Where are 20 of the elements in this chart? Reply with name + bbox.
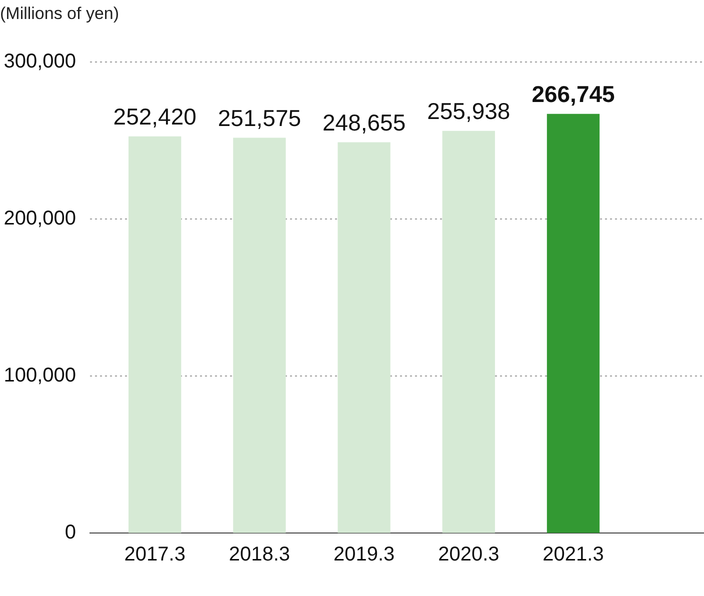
bar: [128, 136, 182, 533]
data-label: 266,745: [532, 81, 616, 108]
data-label: 252,420: [113, 104, 196, 130]
bar: [442, 130, 495, 533]
y-tick-label: 0: [64, 522, 76, 544]
bar: [338, 142, 390, 533]
bar: [546, 114, 600, 533]
x-tick-label: 2019.3: [333, 544, 395, 566]
y-axis-title: (Millions of yen): [0, 4, 120, 24]
x-tick-label: 2021.3: [542, 544, 604, 566]
data-label: 251,575: [218, 104, 302, 131]
bar: [233, 138, 286, 533]
y-tick-label: 300,000: [4, 50, 76, 73]
data-label: 255,938: [427, 98, 510, 124]
data-label: 248,655: [322, 109, 406, 136]
x-tick-label: 2018.3: [228, 544, 290, 566]
x-tick-label: 2020.3: [438, 544, 500, 566]
y-tick-label: 100,000: [4, 364, 76, 387]
x-tick-label: 2017.3: [124, 544, 186, 566]
y-tick-label: 200,000: [4, 208, 76, 230]
